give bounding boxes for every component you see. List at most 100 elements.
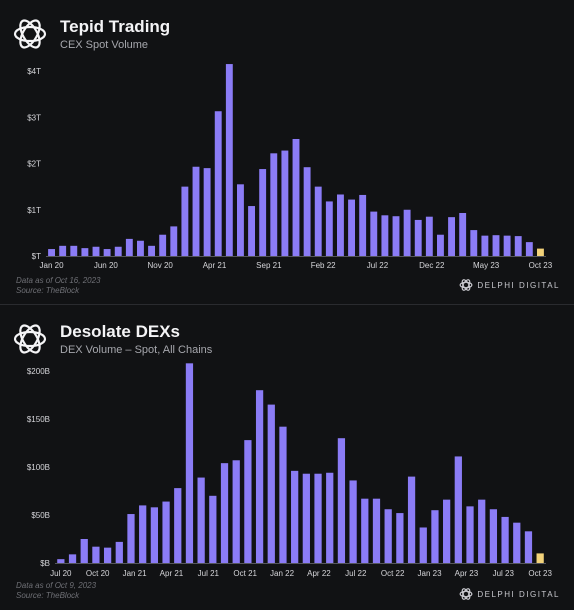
x-tick-label: Jun 20 — [94, 261, 119, 270]
x-tick-label: Apr 23 — [455, 569, 479, 578]
bar — [92, 246, 100, 256]
x-tick-label: Apr 21 — [203, 261, 227, 270]
flower-logo-icon — [13, 324, 47, 354]
bar — [150, 507, 158, 563]
x-tick-label: Oct 23 — [528, 569, 552, 578]
x-tick-label: Sep 21 — [256, 261, 282, 270]
y-tick-label: $T — [32, 252, 41, 261]
bar — [425, 216, 433, 256]
y-tick-label: $200B — [27, 367, 50, 376]
bar — [48, 249, 55, 256]
bar — [148, 245, 155, 256]
bar — [162, 501, 170, 563]
y-tick-label: $1T — [27, 206, 41, 215]
bar — [536, 553, 544, 563]
bar — [68, 554, 77, 563]
x-tick-label: Nov 20 — [148, 261, 174, 270]
bar — [370, 211, 378, 256]
y-tick-label: $150B — [27, 415, 50, 424]
bar — [185, 363, 194, 563]
bar — [314, 473, 322, 563]
bar — [291, 470, 299, 563]
x-tick-label: Jul 20 — [50, 569, 72, 578]
dex-panel: Desolate DEXs DEX Volume – Spot, All Cha… — [0, 304, 574, 610]
x-tick-label: Oct 20 — [86, 569, 110, 578]
bar — [279, 426, 287, 563]
x-tick-label: Apr 22 — [307, 569, 331, 578]
bar — [203, 168, 211, 257]
bar — [337, 194, 344, 256]
y-tick-label: $4T — [27, 67, 41, 76]
bar — [459, 212, 467, 256]
bar — [81, 248, 89, 256]
bar — [337, 438, 346, 563]
y-tick-label: $100B — [27, 463, 50, 472]
chart-footer: Data as of Oct 16, 2023 Source: TheBlock — [16, 276, 101, 296]
data-date-note: Data as of Oct 16, 2023 — [16, 276, 101, 285]
bar — [524, 531, 533, 563]
x-tick-label: Jul 22 — [345, 569, 367, 578]
bar — [303, 167, 311, 256]
bar — [267, 404, 275, 563]
bar — [57, 559, 65, 563]
flower-logo-icon — [459, 279, 473, 291]
dex-volume-chart: $B $50B $100B $150B $200B Jul 20 Oct 20 Jan 21 A… — [27, 363, 552, 578]
chart-footer: Data as of Oct 9, 2023 Source: TheBlock — [16, 581, 96, 601]
cex-panel: Tepid Trading CEX Spot Volume $T $1T $2T $3… — [0, 0, 574, 304]
bar — [501, 516, 509, 563]
bar — [244, 440, 252, 563]
bar — [448, 217, 455, 256]
bar — [325, 201, 333, 256]
bar — [214, 111, 222, 257]
x-tick-label: Jul 23 — [493, 569, 515, 578]
bar — [159, 234, 167, 256]
bar — [443, 499, 451, 563]
chart-title: Desolate DEXs — [60, 322, 180, 341]
x-tick-label: Jul 21 — [198, 569, 220, 578]
flower-logo-icon — [13, 19, 47, 49]
bar — [437, 234, 444, 256]
bar — [537, 248, 544, 256]
bar — [259, 169, 267, 256]
chart-subtitle: CEX Spot Volume — [60, 39, 149, 51]
bar — [170, 226, 178, 256]
bar — [174, 488, 182, 563]
bar — [125, 238, 133, 256]
bar — [270, 153, 278, 256]
bar — [292, 138, 300, 256]
bar — [514, 236, 522, 256]
bar — [396, 513, 404, 563]
bar — [349, 480, 357, 563]
bar — [525, 242, 533, 257]
bar — [209, 495, 217, 563]
bar — [197, 477, 205, 563]
bar — [255, 390, 264, 563]
x-tick-label: Jan 21 — [123, 569, 148, 578]
bar — [232, 460, 240, 563]
bar — [359, 194, 367, 256]
bar — [127, 514, 135, 563]
bar — [403, 209, 411, 256]
x-tick-label: Oct 23 — [529, 261, 553, 270]
bar — [470, 230, 478, 256]
brand-name: DELPHI DIGITAL — [477, 280, 560, 290]
x-tick-label: Feb 22 — [311, 261, 336, 270]
bar — [481, 235, 489, 256]
flower-logo-icon — [459, 588, 473, 600]
brand-mark: DELPHI DIGITAL — [459, 587, 560, 601]
brand-name: DELPHI DIGITAL — [477, 589, 560, 599]
bar — [384, 509, 392, 563]
bar — [192, 166, 200, 256]
bar — [59, 245, 67, 256]
bar — [139, 505, 147, 563]
bar — [114, 246, 122, 256]
bar — [361, 498, 369, 563]
source-note: Source: TheBlock — [16, 591, 80, 600]
bar — [115, 541, 123, 563]
bar — [225, 64, 233, 256]
y-tick-label: $3T — [27, 113, 41, 122]
x-tick-label: May 23 — [473, 261, 500, 270]
bar — [381, 215, 389, 256]
bar — [372, 498, 381, 563]
bar — [220, 463, 229, 563]
